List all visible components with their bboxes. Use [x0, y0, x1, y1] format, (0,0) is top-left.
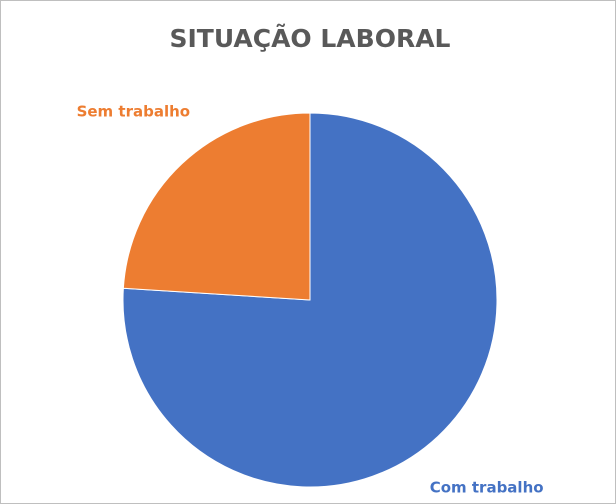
chart-title: SITUAÇÃO LABORAL: [169, 24, 450, 53]
pie-slice: [122, 112, 311, 301]
slice-label: Com trabalho: [430, 479, 544, 497]
slice-label: Sem trabalho: [77, 102, 191, 120]
